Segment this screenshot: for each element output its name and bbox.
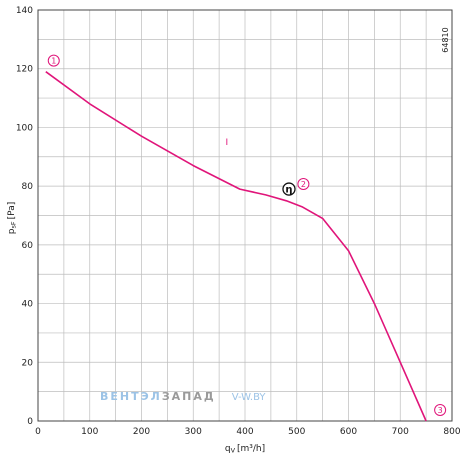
series-line (45, 71, 427, 422)
operating-point-marker (297, 178, 310, 191)
y-tick-label: 0 (27, 417, 33, 427)
x-tick-label: 600 (340, 427, 357, 437)
operating-point-marker (47, 54, 60, 67)
efficiency-point-symbol: η (285, 185, 292, 196)
y-tick-label: 60 (22, 241, 34, 251)
chart-axes (37, 9, 453, 422)
operating-point-marker-label: 2 (301, 180, 306, 189)
watermark-part2: ЗАПАД (162, 390, 216, 403)
tick-labels: 0 100 200 300 400 500 600 700 800 0 20 40 60 80 100 120… (16, 6, 461, 437)
reference-number: 64810 (441, 27, 450, 52)
x-axis-label-unit: [m³/h] (237, 444, 265, 454)
x-tick-label: 800 (443, 427, 460, 437)
x-tick-label: 400 (236, 427, 253, 437)
operating-point-marker-label: 1 (51, 57, 56, 66)
plot-frame (37, 9, 453, 422)
y-tick-label: 140 (16, 6, 33, 16)
chart-grid (37, 9, 453, 422)
operating-point-marker-label: 3 (438, 406, 443, 415)
watermark: ВЕНТЭЛЗАПАД V-W.BY (100, 390, 266, 403)
watermark-part3: V-W.BY (232, 392, 267, 403)
x-tick-label: 500 (288, 427, 305, 437)
x-tick-label: 100 (81, 427, 98, 437)
x-axis-label-sub: V (231, 447, 236, 455)
operating-point-marker (434, 404, 447, 416)
y-tick-label: 20 (22, 358, 34, 368)
y-axis-label-main: p (7, 228, 17, 234)
efficiency-point-marker (282, 182, 296, 196)
y-tick-label: 120 (16, 65, 33, 75)
x-tick-label: 0 (35, 427, 41, 437)
x-tick-label: 700 (392, 427, 409, 437)
x-axis-label: qV [m³/h] (225, 444, 265, 455)
y-axis-label-sub: sF (10, 221, 18, 228)
curve-label: I (226, 138, 229, 148)
y-tick-label: 100 (16, 123, 33, 133)
x-tick-label: 300 (185, 427, 202, 437)
series-layer: I (45, 71, 427, 422)
marker-layer: 1 2 3 η (47, 54, 447, 416)
y-tick-label: 80 (22, 182, 34, 192)
x-tick-label: 200 (133, 427, 150, 437)
y-tick-label: 40 (22, 300, 34, 310)
x-axis-label-main: q (225, 444, 231, 454)
y-axis-label-unit: [Pa] (7, 202, 17, 220)
watermark-part1: ВЕНТЭЛ (100, 390, 162, 403)
y-axis-label: psF[Pa] (7, 202, 18, 234)
